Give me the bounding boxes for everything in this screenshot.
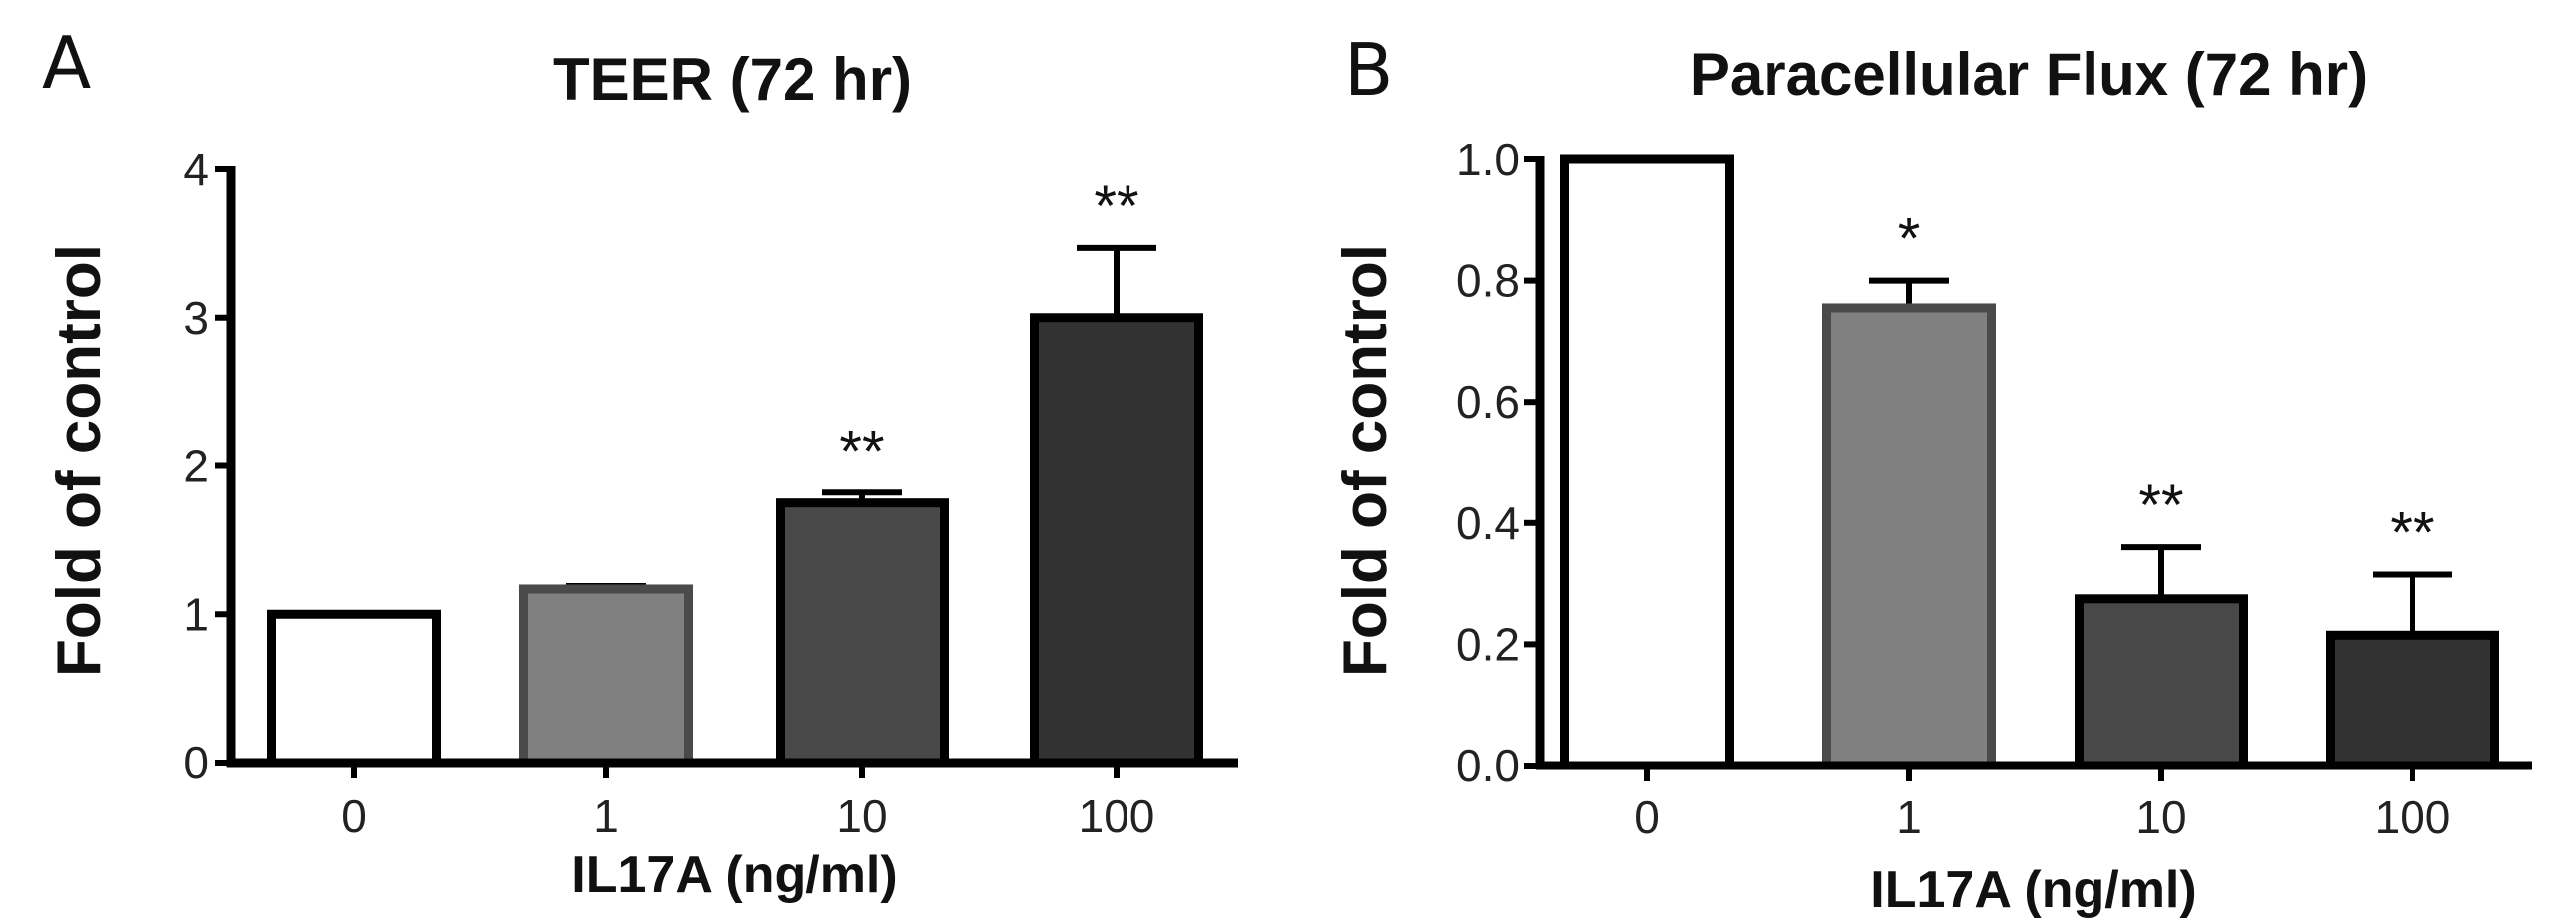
panel-a-bar-1 bbox=[519, 584, 693, 768]
panel-b-bar-1 bbox=[1822, 303, 1996, 770]
panel-a-marks: ** ** 0 1 2 3 4 0 1 10 100 bbox=[183, 144, 1238, 842]
panel-a-y-tick-label-2: 2 bbox=[183, 441, 209, 492]
panel-b-significance-2: ** bbox=[2138, 473, 2183, 538]
panel-b-bar-0 bbox=[1560, 154, 1734, 770]
panel-b-x-tick-label-2: 10 bbox=[2135, 791, 2186, 843]
panel-b-x-tick-label-0: 0 bbox=[1634, 791, 1660, 843]
panel-a-bar-2 bbox=[776, 498, 949, 768]
panel-a-letter: A bbox=[42, 21, 91, 105]
panel-a-bar-3 bbox=[1030, 313, 1203, 768]
panel-a-y-tick-label-3: 3 bbox=[183, 292, 209, 344]
panel-b-y-tick-label-1: 0.2 bbox=[1456, 618, 1520, 670]
panel-b-title: Paracellular Flux (72 hr) bbox=[1690, 41, 2368, 108]
panel-b-chart: B Paracellular Flux (72 hr) Fold of cont… bbox=[1331, 28, 2532, 919]
panel-b-x-tick-label-1: 1 bbox=[1896, 791, 1922, 843]
panel-b-bar-3 bbox=[2326, 630, 2499, 770]
panel-a-chart: A TEER (72 hr) Fold of control IL17A (ng… bbox=[42, 21, 1238, 904]
panel-a-y-tick-label-1: 1 bbox=[183, 588, 209, 640]
panel-b-significance-3: ** bbox=[2390, 500, 2434, 565]
panel-b-y-axis-label: Fold of control bbox=[1331, 244, 1400, 677]
panel-a-x-axis-label: IL17A (ng/ml) bbox=[571, 846, 897, 904]
panel-b-y-tick-label-0: 0.0 bbox=[1456, 740, 1520, 791]
panel-a-title: TEER (72 hr) bbox=[553, 46, 912, 113]
panel-a-y-tick-label-4: 4 bbox=[183, 144, 209, 195]
panel-b-y-tick-label-2: 0.4 bbox=[1456, 497, 1520, 549]
panel-b-y-tick-label-3: 0.6 bbox=[1456, 376, 1520, 428]
panel-a-significance-2: ** bbox=[839, 419, 884, 483]
panel-b-letter: B bbox=[1344, 28, 1393, 112]
panel-a-significance-3: ** bbox=[1094, 174, 1138, 239]
panel-a-x-tick-label-0: 0 bbox=[341, 790, 367, 842]
panel-b-bar-2 bbox=[2075, 594, 2248, 770]
panel-a-bar-0 bbox=[267, 609, 441, 768]
panel-a-x-tick-label-3: 100 bbox=[1079, 790, 1155, 842]
panel-b-marks: *** **0.00.20.40.60.81.00 1 10 100 bbox=[1456, 134, 2532, 843]
panel-b-x-tick-label-3: 100 bbox=[2375, 791, 2451, 843]
panel-a-y-axis-label: Fold of control bbox=[45, 244, 114, 677]
panel-a-x-tick-label-1: 1 bbox=[593, 790, 619, 842]
panel-a-y-tick-label-0: 0 bbox=[183, 737, 209, 788]
panel-b-y-tick-label-4: 0.8 bbox=[1456, 255, 1520, 307]
panel-b-x-axis-label: IL17A (ng/ml) bbox=[1870, 861, 2196, 919]
panel-a-x-tick-label-2: 10 bbox=[836, 790, 887, 842]
panel-b-significance-1: * bbox=[1898, 207, 1921, 272]
panel-b-y-tick-label-5: 1.0 bbox=[1456, 134, 1520, 185]
